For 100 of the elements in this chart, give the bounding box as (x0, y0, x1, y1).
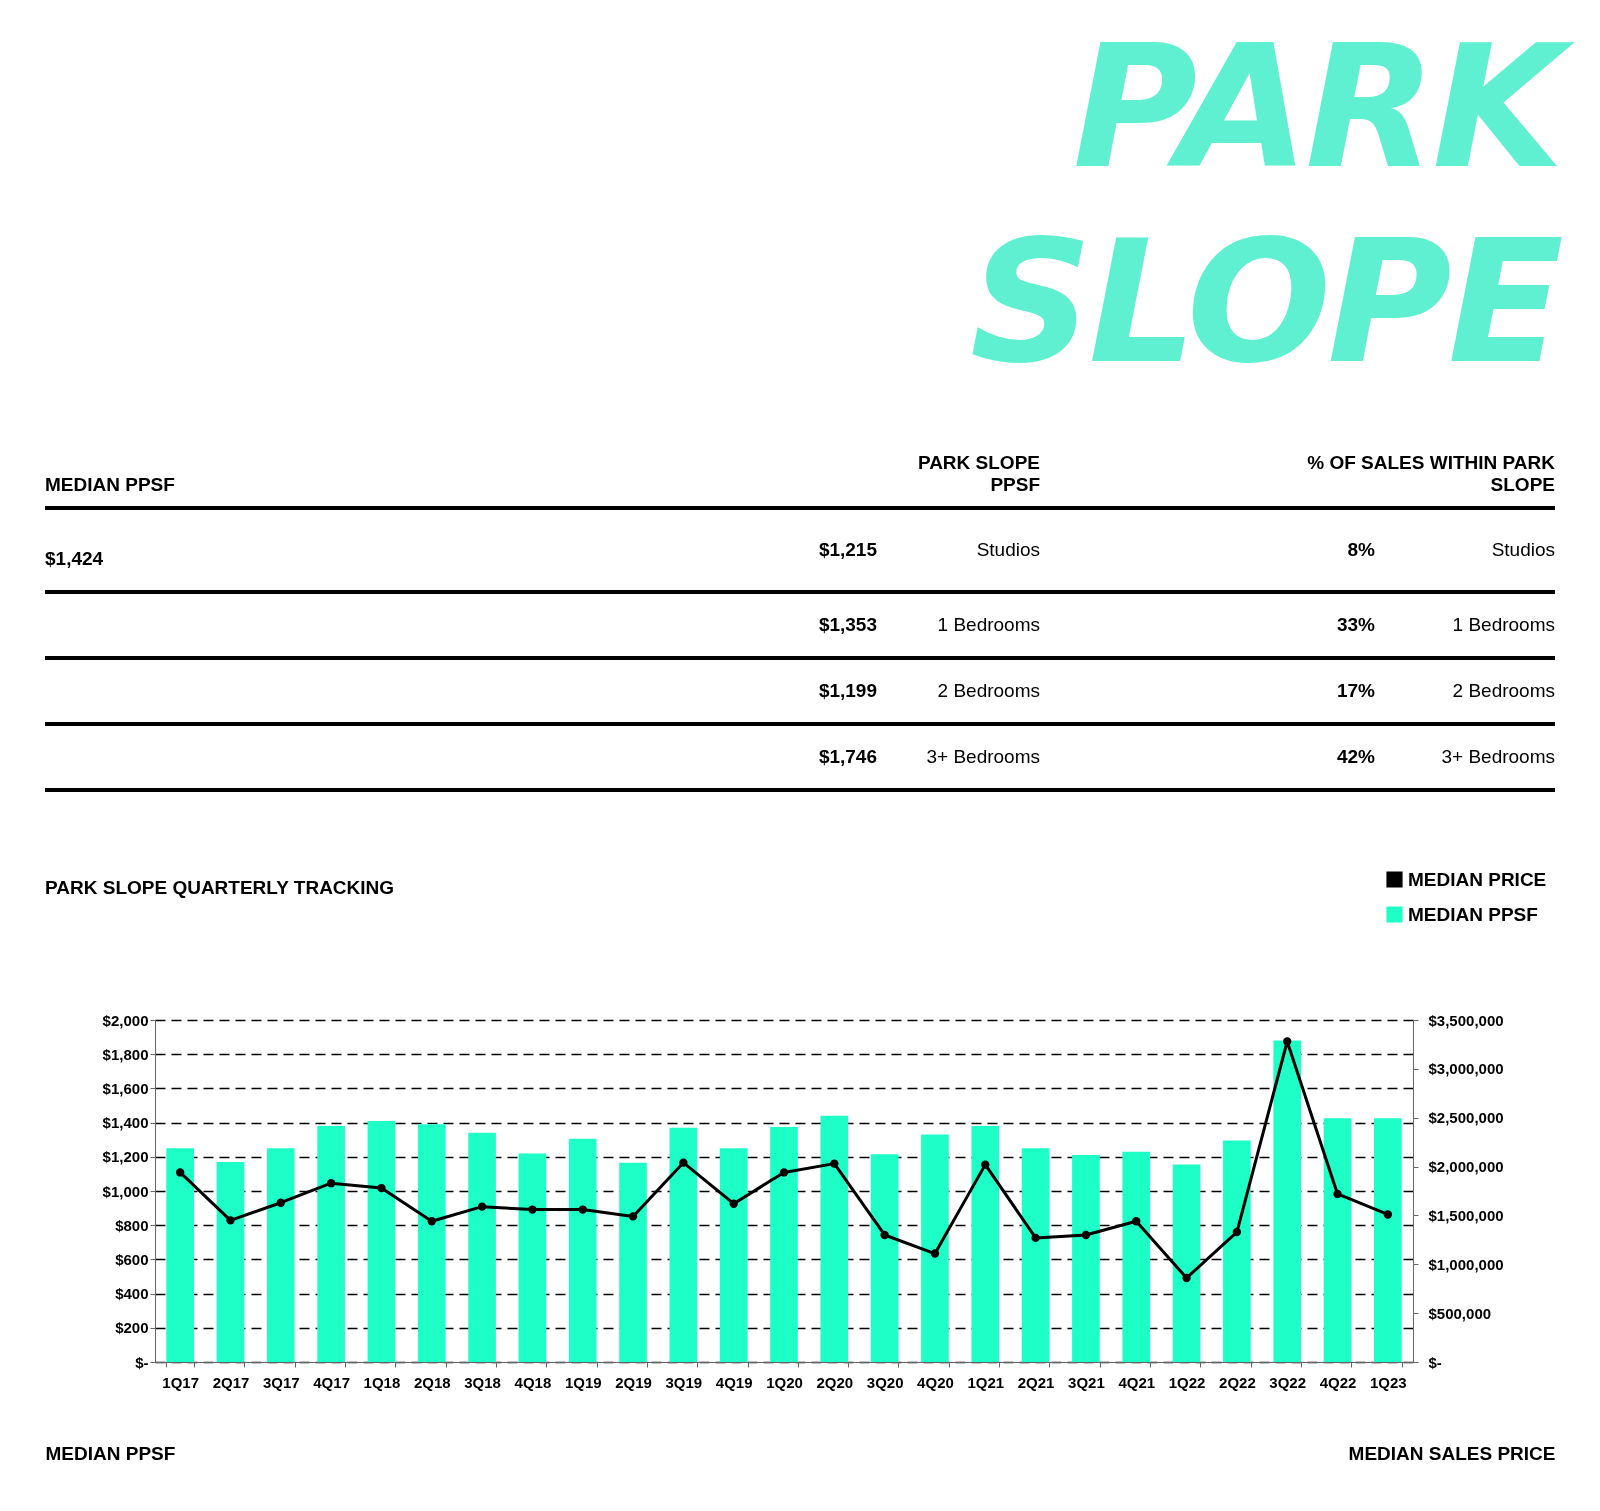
y-tick-label: $- (135, 1353, 149, 1371)
y2-tick-label: $1,000,000 (1428, 1255, 1504, 1273)
bar (669, 1127, 698, 1362)
text: 1 Bedrooms (1452, 614, 1555, 636)
point (1333, 1189, 1342, 1199)
point (578, 1205, 587, 1214)
bar (619, 1162, 647, 1362)
x-tick-label: 1Q17 (162, 1373, 200, 1391)
y2-axis-title: MEDIAN SALES PRICE (1348, 1442, 1556, 1464)
bar (266, 1148, 295, 1362)
bar (216, 1161, 245, 1362)
point (628, 1212, 638, 1221)
point (1031, 1233, 1040, 1243)
point (175, 1168, 185, 1177)
x-tick-label: 2Q19 (615, 1373, 652, 1391)
y2-tick-label: $- (1428, 1353, 1442, 1371)
y-axis-title: MEDIAN PPSF (45, 1442, 176, 1464)
text: $1,746 (818, 746, 877, 768)
point (1232, 1227, 1242, 1237)
text: 2 Bedrooms (937, 680, 1040, 702)
bar (1223, 1140, 1251, 1362)
bar (1122, 1151, 1151, 1362)
text: 42% (1336, 746, 1375, 768)
bar (468, 1132, 496, 1362)
y2-tick-label: $3,500,000 (1428, 1011, 1504, 1029)
x-tick-label: 3Q22 (1269, 1373, 1307, 1391)
bar (317, 1126, 345, 1362)
point (326, 1179, 336, 1188)
y-tick-label: $1,200 (102, 1148, 149, 1166)
point (981, 1160, 990, 1169)
point (880, 1230, 889, 1240)
text: Studios (976, 539, 1040, 561)
bar (820, 1115, 849, 1362)
y-tick-label: $1,000 (102, 1182, 149, 1200)
x-tick-label: 1Q23 (1369, 1373, 1407, 1391)
point (830, 1159, 839, 1168)
bar (1374, 1118, 1402, 1362)
y-tick-label: $1,400 (102, 1114, 149, 1132)
x-tick-label: 3Q18 (464, 1373, 501, 1391)
text: 1 Bedrooms (937, 614, 1040, 636)
legend-label: MEDIAN PPSF (1408, 903, 1538, 925)
bar (1021, 1148, 1050, 1362)
y2-tick-label: $3,000,000 (1428, 1060, 1504, 1078)
x-tick-label: 2Q18 (413, 1373, 451, 1391)
y-tick-label: $1,800 (102, 1045, 149, 1063)
text: $1,424 (45, 548, 104, 570)
text: 33% (1336, 614, 1375, 636)
bar (518, 1153, 547, 1362)
point (226, 1216, 235, 1225)
point (427, 1217, 436, 1226)
x-tick-label: 1Q22 (1168, 1373, 1206, 1391)
y-tick-label: $1,600 (102, 1079, 149, 1097)
legend-label: MEDIAN PRICE (1408, 868, 1547, 890)
point (1182, 1273, 1191, 1283)
point (679, 1158, 688, 1167)
x-tick-label: 4Q17 (313, 1373, 350, 1391)
point (1283, 1037, 1292, 1046)
text: 3+ Bedrooms (926, 746, 1040, 768)
x-tick-label: 1Q21 (967, 1373, 1005, 1391)
point (377, 1183, 386, 1193)
bar (166, 1148, 194, 1362)
x-tick-label: 4Q22 (1319, 1373, 1357, 1391)
x-tick-label: 1Q20 (766, 1373, 803, 1391)
x-tick-label: 4Q20 (917, 1373, 954, 1391)
bar (770, 1126, 798, 1362)
point (1132, 1217, 1141, 1226)
x-tick-label: 2Q17 (212, 1373, 250, 1391)
y2-tick-label: $500,000 (1428, 1304, 1492, 1322)
point (477, 1202, 487, 1211)
x-tick-label: 2Q21 (1017, 1373, 1055, 1391)
point (729, 1199, 738, 1208)
text: PARK SLOPE PPSF (916, 452, 1040, 496)
bar (568, 1138, 597, 1362)
x-tick-label: 3Q21 (1068, 1373, 1105, 1391)
bar (1323, 1118, 1352, 1362)
point (276, 1198, 285, 1207)
point (1081, 1230, 1091, 1240)
x-tick-label: 1Q19 (564, 1373, 602, 1391)
point (1383, 1210, 1393, 1219)
y2-tick-label: $2,000,000 (1428, 1158, 1504, 1176)
bar (870, 1154, 899, 1362)
x-tick-label: 4Q18 (514, 1373, 552, 1391)
point (779, 1168, 789, 1177)
y-tick-label: $2,000 (102, 1011, 149, 1029)
text: MEDIAN PPSF (45, 474, 175, 496)
text: $1,353 (818, 614, 877, 636)
y-tick-label: $400 (115, 1285, 149, 1303)
x-tick-label: 3Q19 (665, 1373, 703, 1391)
x-tick-label: 4Q21 (1118, 1373, 1156, 1391)
x-tick-label: 3Q17 (262, 1373, 300, 1391)
x-tick-label: 1Q18 (363, 1373, 401, 1391)
bar (367, 1120, 396, 1362)
text: Studios (1491, 539, 1555, 561)
text: % OF SALES WITHIN PARK SLOPE (1306, 452, 1555, 496)
bar (417, 1124, 446, 1362)
y-tick-label: $200 (115, 1319, 149, 1337)
x-tick-label: 2Q20 (816, 1373, 854, 1391)
y2-tick-label: $2,500,000 (1428, 1109, 1504, 1127)
bar (719, 1148, 748, 1362)
bar (1273, 1040, 1302, 1362)
